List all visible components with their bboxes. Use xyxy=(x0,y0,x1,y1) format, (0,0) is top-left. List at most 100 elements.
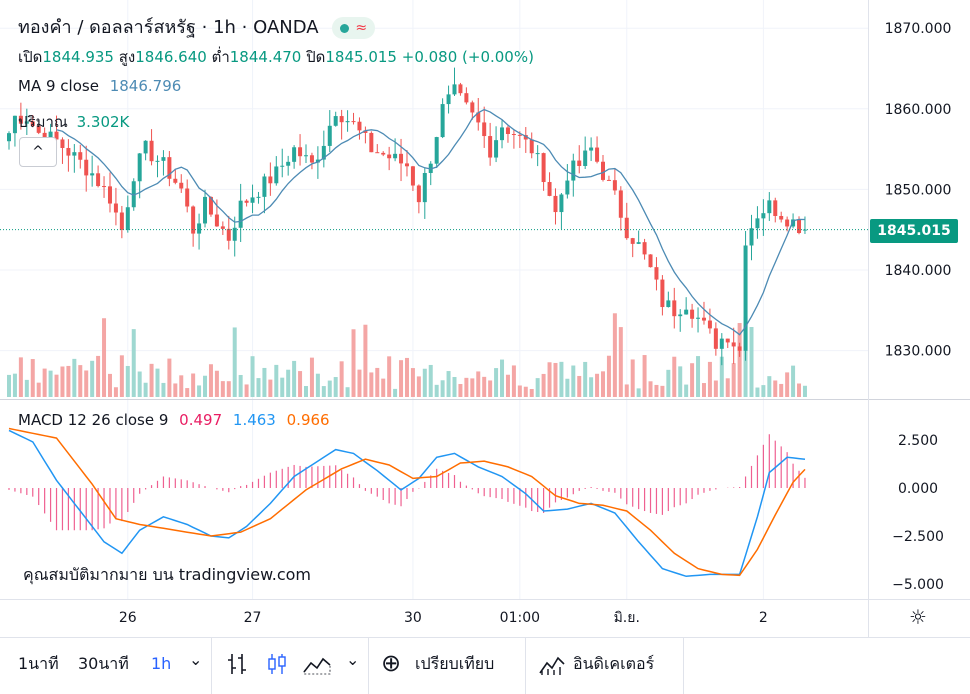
candle-body xyxy=(315,159,320,163)
toolbar-divider xyxy=(368,638,369,694)
compare-button[interactable]: เปรียบเทียบ xyxy=(415,654,495,673)
candle-body xyxy=(416,185,421,203)
volume-bar xyxy=(559,361,564,397)
candle-body xyxy=(7,133,11,142)
volume-bar xyxy=(565,378,570,397)
volume-bar xyxy=(505,374,510,397)
volume-bar xyxy=(684,384,689,397)
volume-bar xyxy=(226,381,231,397)
volume-bar xyxy=(399,360,404,397)
volume-bar xyxy=(500,359,505,397)
candle-body xyxy=(102,186,107,188)
candle-body xyxy=(618,190,623,218)
candle-body xyxy=(482,122,487,137)
volume-bar xyxy=(238,374,243,397)
candle-body xyxy=(161,157,166,161)
area-chart-icon[interactable] xyxy=(302,652,332,676)
price-chart[interactable]: 1870.000 1860.000 1850.000 1840.000 1830.000… xyxy=(0,0,970,637)
time-tick-label: 26 xyxy=(119,610,137,626)
candle-body xyxy=(660,279,665,308)
candle-body xyxy=(238,200,243,228)
candle-body xyxy=(292,147,297,162)
chart-type-chevron-down-icon[interactable]: ⌄ xyxy=(346,650,360,669)
candle-body xyxy=(280,165,285,167)
candle-body xyxy=(327,125,332,146)
live-status-badge[interactable]: ≈ xyxy=(332,17,376,39)
candle-body xyxy=(262,176,267,197)
candle-body xyxy=(577,160,582,166)
volume-bar xyxy=(107,373,112,397)
ohlc-open-label: เปิด xyxy=(18,48,43,66)
volume-bar xyxy=(298,371,303,397)
candle-body xyxy=(274,166,279,184)
volume-bar xyxy=(60,366,65,397)
price-tick-label: 1870.000 xyxy=(885,21,952,37)
volume-bar xyxy=(203,375,208,397)
indicators-icon[interactable] xyxy=(538,651,566,677)
volume-bar xyxy=(54,374,59,397)
indicators-button[interactable]: อินดิเคเตอร์ xyxy=(573,654,655,673)
chevron-up-icon: ^ xyxy=(32,144,44,160)
volume-bar xyxy=(292,360,297,397)
bottom-toolbar: 1นาที 30นาที 1h ⌄ ⌄ ⊕ เปรียบเทียบ อินดิเ… xyxy=(0,637,970,694)
collapse-legend-button[interactable]: ^ xyxy=(19,137,57,167)
candles-chart-icon[interactable] xyxy=(266,652,288,676)
timeframe-1m[interactable]: 1นาที xyxy=(18,654,59,673)
stream-icon: ≈ xyxy=(355,20,368,36)
volume-bar xyxy=(452,377,457,397)
macd-histogram xyxy=(8,434,806,531)
volume-bar xyxy=(113,387,118,397)
candle-body xyxy=(30,121,35,126)
volume-legend[interactable]: ปริมาณ 3.302K xyxy=(18,110,129,134)
volume-bar xyxy=(161,382,166,397)
volume-bar xyxy=(208,364,213,397)
time-axis-labels: 26 27 30 01:00 มิ.ย. 2 xyxy=(119,610,768,626)
bars-chart-icon[interactable] xyxy=(226,652,248,676)
volume-bar xyxy=(464,377,469,397)
candle-body xyxy=(494,140,499,158)
timeframe-30m[interactable]: 30นาที xyxy=(78,654,129,673)
candle-body xyxy=(541,153,546,183)
ma-line xyxy=(56,108,806,336)
volume-bar xyxy=(731,363,736,397)
candle-body xyxy=(404,163,409,167)
ohlc-close-value: 1845.015 xyxy=(325,48,397,66)
candle-body xyxy=(351,121,356,123)
candle-body xyxy=(309,155,314,163)
volume-bar xyxy=(648,381,653,397)
ma-legend[interactable]: MA 9 close 1846.796 xyxy=(18,77,181,95)
time-tick-label: 2 xyxy=(759,610,768,626)
price-tick-label: 1830.000 xyxy=(885,344,952,360)
candle-body xyxy=(72,152,77,156)
macd-tick-label: −5.000 xyxy=(892,577,944,593)
live-dot-icon xyxy=(340,23,350,33)
compare-plus-icon[interactable]: ⊕ xyxy=(381,649,402,677)
candle-body xyxy=(565,180,570,195)
candle-body xyxy=(167,157,172,179)
candle-body xyxy=(761,213,766,219)
volume-bar xyxy=(511,365,516,397)
volume-bar xyxy=(535,378,540,397)
macd-legend[interactable]: MACD 12 26 close 9 0.497 1.463 0.966 xyxy=(18,411,330,429)
volume-bar xyxy=(517,385,522,397)
volume-bar xyxy=(707,361,712,397)
chevron-down-icon[interactable]: ⌄ xyxy=(189,650,203,669)
candle-body xyxy=(149,140,154,162)
volume-bar xyxy=(458,383,463,397)
symbol-title[interactable]: ทองคำ / ดอลลาร์สหรัฐ · 1h · OANDA ≈ xyxy=(18,12,376,41)
timeframe-1h[interactable]: 1h xyxy=(151,654,172,673)
volume-bar xyxy=(387,356,392,397)
volume-bars xyxy=(7,313,807,397)
candle-body xyxy=(535,153,540,155)
volume-bar xyxy=(416,376,421,397)
candle-body xyxy=(173,178,178,183)
macd-line xyxy=(8,429,806,578)
volume-bar xyxy=(280,377,285,397)
volume-bar xyxy=(630,359,635,397)
volume-bar xyxy=(547,362,552,397)
volume-bar xyxy=(529,388,534,397)
candle-body xyxy=(737,346,742,351)
volume-bar xyxy=(48,370,53,397)
settings-icon[interactable]: ☼ xyxy=(909,605,927,629)
candle-body xyxy=(690,309,695,319)
